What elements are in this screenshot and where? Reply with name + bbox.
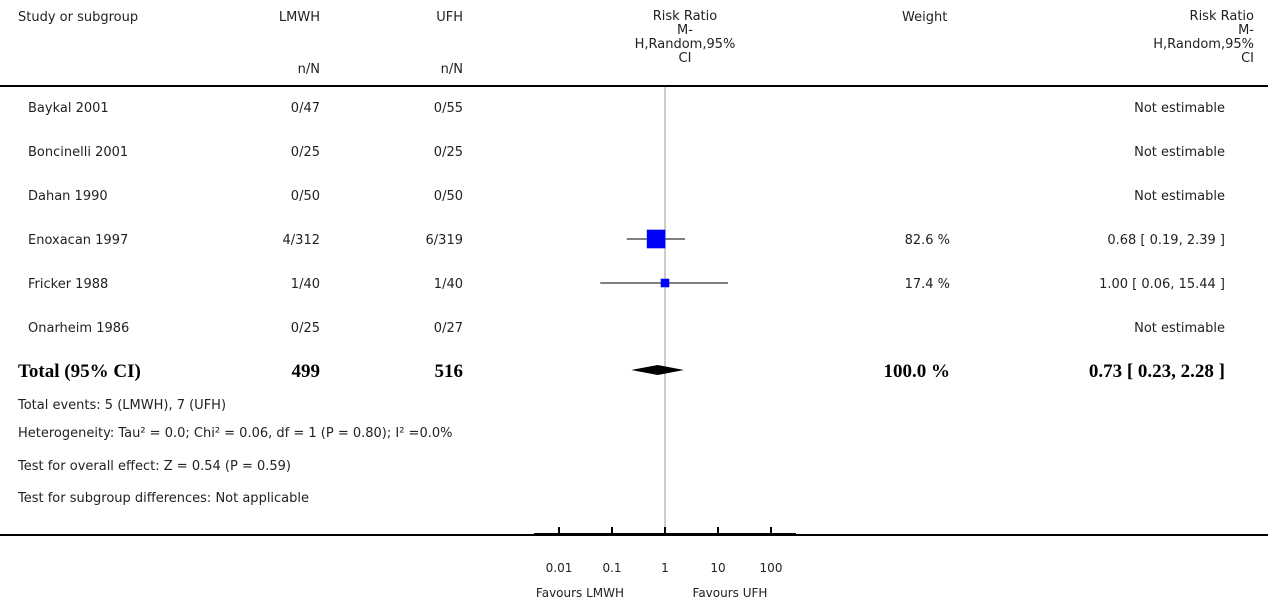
- header-effect: Risk Ratio M- H,Random,95% CI: [600, 10, 770, 66]
- study-name: Boncinelli 2001: [28, 145, 129, 160]
- x-tick-label: 1: [661, 561, 669, 575]
- header-effect2-line4: CI: [1241, 51, 1254, 66]
- header-effect2: Risk Ratio M- H,Random,95% CI: [1100, 10, 1254, 66]
- study-ci: 0.68 [ 0.19, 2.39 ]: [1107, 233, 1225, 248]
- study-weight: 82.6 %: [904, 233, 950, 248]
- study-ufh: 1/40: [433, 277, 463, 292]
- x-tick-label: 10: [710, 561, 725, 575]
- total-ci: 0.73 [ 0.23, 2.28 ]: [1088, 361, 1225, 382]
- study-name: Onarheim 1986: [28, 321, 130, 336]
- header-effect2-line2: M-: [1238, 23, 1254, 38]
- study-ufh: 0/27: [433, 321, 463, 336]
- header-lmwh-sub: n/N: [297, 62, 320, 77]
- study-lmwh: 1/40: [290, 277, 320, 292]
- study-name: Dahan 1990: [28, 189, 108, 204]
- header-ufh: UFH: [436, 10, 463, 25]
- x-tick-label: 0.01: [546, 561, 573, 575]
- header-effect-line4: CI: [678, 51, 692, 66]
- total-weight: 100.0 %: [883, 361, 951, 382]
- study-ci: Not estimable: [1134, 189, 1225, 204]
- study-ci: Not estimable: [1134, 145, 1225, 160]
- study-lmwh: 0/47: [290, 101, 320, 116]
- study-lmwh: 4/312: [282, 233, 320, 248]
- header-lmwh: LMWH: [278, 10, 320, 25]
- header-ufh-sub: n/N: [440, 62, 463, 77]
- note-overall: Test for overall effect: Z = 0.54 (P = 0…: [18, 459, 291, 474]
- study-lmwh: 0/25: [290, 321, 320, 336]
- header-effect-line3: H,Random,95%: [634, 37, 736, 52]
- header-effect-line2: M-: [677, 23, 693, 38]
- total-lmwh: 499: [291, 361, 321, 382]
- note-events: Total events: 5 (LMWH), 7 (UFH): [18, 398, 227, 413]
- header-study: Study or subgroup: [18, 10, 139, 25]
- total-ufh: 516: [434, 361, 464, 382]
- pooled-diamond: [631, 365, 684, 375]
- header-effect2-line3: H,Random,95%: [1153, 37, 1254, 52]
- favours-left: Favours LMWH: [535, 586, 625, 600]
- study-ufh: 6/319: [425, 233, 463, 248]
- study-ci: Not estimable: [1134, 321, 1225, 336]
- study-weight: 17.4 %: [904, 277, 950, 292]
- note-subgroup: Test for subgroup differences: Not appli…: [18, 491, 310, 506]
- study-ci: Not estimable: [1134, 101, 1225, 116]
- total-label: Total (95% CI): [18, 361, 141, 382]
- study-lmwh: 0/50: [290, 189, 320, 204]
- header-effect-title: Risk Ratio: [652, 9, 718, 24]
- note-heterogeneity: Heterogeneity: Tau² = 0.0; Chi² = 0.06, …: [18, 426, 453, 441]
- study-name: Baykal 2001: [28, 101, 109, 116]
- point-estimate-marker: [646, 229, 666, 249]
- x-tick-label: 100: [760, 561, 783, 575]
- study-ci: 1.00 [ 0.06, 15.44 ]: [1099, 277, 1225, 292]
- header-weight: Weight: [902, 10, 948, 25]
- header-rule: [0, 85, 1268, 87]
- study-name: Fricker 1988: [28, 277, 109, 292]
- x-tick-label: 0.1: [602, 561, 621, 575]
- study-ufh: 0/25: [433, 145, 463, 160]
- study-ufh: 0/50: [433, 189, 463, 204]
- study-lmwh: 0/25: [290, 145, 320, 160]
- study-ufh: 0/55: [433, 101, 463, 116]
- study-name: Enoxacan 1997: [28, 233, 129, 248]
- point-estimate-marker: [660, 278, 670, 288]
- header-effect2-title: Risk Ratio: [1189, 9, 1254, 24]
- favours-right: Favours UFH: [692, 586, 768, 600]
